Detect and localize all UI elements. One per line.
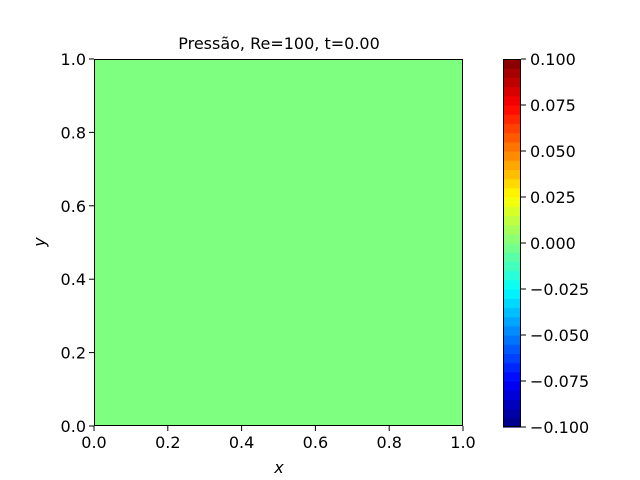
- colorbar-ticks: −0.100 −0.075 −0.050 −0.025 0.000 0.025 0.050 0…: [521, 50, 589, 437]
- colorbar-band: [503, 335, 521, 345]
- colorbar-tick-label: 0.075: [530, 96, 576, 115]
- colorbar-tick-label: −0.050: [530, 326, 589, 345]
- x-axis-label: x: [273, 458, 284, 477]
- y-tick-label: 0.4: [61, 270, 86, 289]
- colorbar-band: [503, 160, 521, 170]
- x-axis: 0.0 0.2 0.4 0.6 0.8 1.0: [81, 426, 476, 452]
- y-tick-label: 0.8: [61, 123, 86, 142]
- colorbar-band: [503, 187, 521, 198]
- colorbar-tick-label: 0.100: [530, 50, 576, 69]
- colorbar-band: [503, 243, 521, 253]
- colorbar-band: [503, 224, 521, 235]
- colorbar-band: [503, 307, 521, 318]
- colorbar-tick-label: −0.100: [530, 418, 589, 437]
- colorbar-band: [503, 399, 521, 410]
- colorbar-band: [503, 298, 521, 308]
- colorbar-band: [503, 169, 521, 180]
- colorbar: −0.100 −0.075 −0.050 −0.025 0.000 0.025 0.050 0…: [503, 50, 589, 437]
- colorbar-band: [503, 86, 521, 97]
- colorbar-band: [503, 417, 521, 428]
- colorbar-band: [503, 316, 521, 327]
- colorbar-band: [503, 141, 521, 152]
- colorbar-band: [503, 381, 521, 391]
- x-tick-label: 0.6: [303, 433, 328, 452]
- colorbar-band: [503, 105, 521, 115]
- colorbar-bands: [503, 59, 521, 428]
- colorbar-tick-label: 0.000: [530, 234, 576, 253]
- y-tick-label: 0.0: [61, 417, 86, 436]
- chart-title: Pressão, Re=100, t=0.00: [178, 34, 380, 53]
- colorbar-band: [503, 178, 521, 189]
- x-tick-label: 0.0: [81, 433, 106, 452]
- colorbar-band: [503, 95, 521, 106]
- colorbar-band: [503, 68, 521, 78]
- plot-area: [94, 59, 463, 426]
- colorbar-band: [503, 371, 521, 382]
- colorbar-band: [503, 132, 521, 143]
- x-tick-label: 0.2: [155, 433, 180, 452]
- y-axis: 0.0 0.2 0.4 0.6 0.8 1.0: [61, 50, 94, 436]
- colorbar-frame: [503, 59, 521, 427]
- y-tick-label: 1.0: [61, 50, 86, 69]
- colorbar-band: [503, 390, 521, 400]
- colorbar-band: [503, 261, 521, 272]
- colorbar-band: [503, 353, 521, 364]
- colorbar-tick-label: 0.050: [530, 142, 576, 161]
- colorbar-band: [503, 59, 521, 69]
- colorbar-tick-label: −0.025: [530, 280, 589, 299]
- x-tick-label: 1.0: [450, 433, 475, 452]
- y-axis-label: y: [30, 237, 49, 248]
- colorbar-band: [503, 151, 521, 161]
- colorbar-band: [503, 77, 521, 88]
- colorbar-band: [503, 197, 521, 207]
- colorbar-band: [503, 206, 521, 216]
- x-tick-label: 0.8: [376, 433, 401, 452]
- colorbar-band: [503, 114, 521, 124]
- colorbar-band: [503, 408, 521, 419]
- colorbar-tick-label: −0.075: [530, 372, 589, 391]
- pressure-field: [94, 59, 463, 426]
- colorbar-band: [503, 233, 521, 244]
- y-tick-label: 0.2: [61, 344, 86, 363]
- colorbar-band: [503, 279, 521, 290]
- colorbar-band: [503, 362, 521, 373]
- y-tick-label: 0.6: [61, 197, 86, 216]
- colorbar-band: [503, 344, 521, 354]
- colorbar-band: [503, 325, 521, 336]
- x-tick-label: 0.4: [229, 433, 254, 452]
- colorbar-band: [503, 252, 521, 262]
- colorbar-band: [503, 289, 521, 299]
- plot-frame: [94, 59, 463, 426]
- colorbar-band: [503, 215, 521, 226]
- colorbar-band: [503, 270, 521, 281]
- colorbar-tick-label: 0.025: [530, 188, 576, 207]
- colorbar-band: [503, 123, 521, 134]
